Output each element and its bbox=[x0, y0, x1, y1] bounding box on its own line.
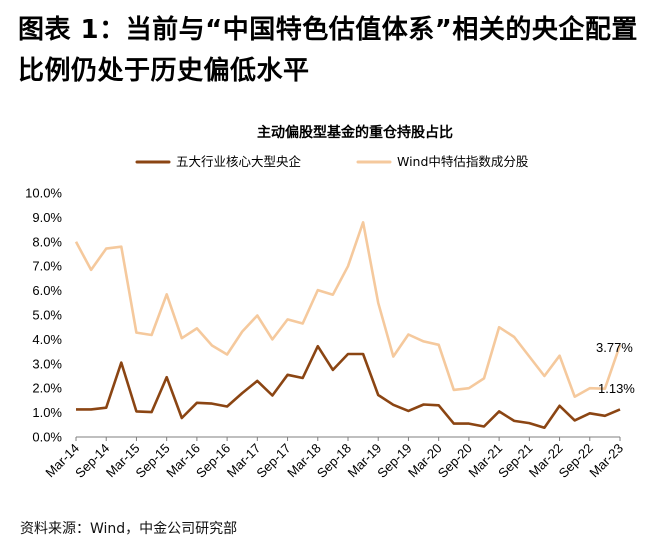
figure-title-line-2: 比例仍处于历史偏低水平 bbox=[18, 56, 310, 86]
y-tick-label: 5.0% bbox=[32, 308, 62, 323]
x-tick-label: Sep-15 bbox=[133, 441, 173, 481]
y-tick-label: 4.0% bbox=[32, 332, 62, 347]
y-tick-label: 0.0% bbox=[32, 430, 62, 445]
x-tick-label: Sep-19 bbox=[374, 441, 414, 481]
axes: 0.0% 1.0% 2.0% 3.0% 4.0% 5.0% 6.0% 7.0% 8.0% 9.0%… bbox=[25, 186, 626, 481]
y-tick-label: 3.0% bbox=[32, 356, 62, 371]
x-tick-label: Sep-14 bbox=[72, 441, 112, 481]
x-tick-label: Sep-18 bbox=[314, 441, 354, 481]
y-tick-label: 9.0% bbox=[32, 210, 62, 225]
legend: 五大行业核心大型央企 Wind中特估指数成分股 bbox=[135, 154, 529, 169]
legend-label-series-1: 五大行业核心大型央企 bbox=[176, 154, 302, 169]
annotation-series-1-last: 1.13% bbox=[598, 381, 635, 396]
figure-title-line-1: 图表 1：当前与“中国特色估值体系”相关的央企配置 bbox=[18, 15, 638, 45]
annotation-series-2-last: 3.77% bbox=[596, 340, 633, 355]
series-lines bbox=[74, 221, 622, 430]
y-tick-label: 10.0% bbox=[25, 186, 62, 201]
y-tick-label: 1.0% bbox=[32, 405, 62, 420]
x-tick-label: Sep-21 bbox=[495, 441, 535, 481]
y-tick-label: 7.0% bbox=[32, 259, 62, 274]
chart-title: 主动偏股型基金的重仓持股占比 bbox=[257, 124, 453, 141]
figure-title: 图表 1：当前与“中国特色估值体系”相关的央企配置 比例仍处于历史偏低水平 bbox=[18, 10, 648, 92]
x-tick-label: Mar-23 bbox=[586, 441, 626, 481]
x-tick-label: Sep-17 bbox=[253, 441, 293, 481]
source-note: 资料来源：Wind，中金公司研究部 bbox=[20, 521, 238, 537]
x-tick-label: Sep-22 bbox=[556, 441, 596, 481]
x-tick-label: Sep-20 bbox=[435, 441, 475, 481]
y-tick-label: 8.0% bbox=[32, 234, 62, 249]
x-tick-label: Sep-16 bbox=[193, 441, 233, 481]
y-tick-label: 6.0% bbox=[32, 283, 62, 298]
legend-label-series-2: Wind中特估指数成分股 bbox=[397, 154, 529, 169]
series-line-1 bbox=[76, 344, 621, 430]
series-line-2 bbox=[74, 221, 622, 399]
y-tick-label: 2.0% bbox=[32, 381, 62, 396]
